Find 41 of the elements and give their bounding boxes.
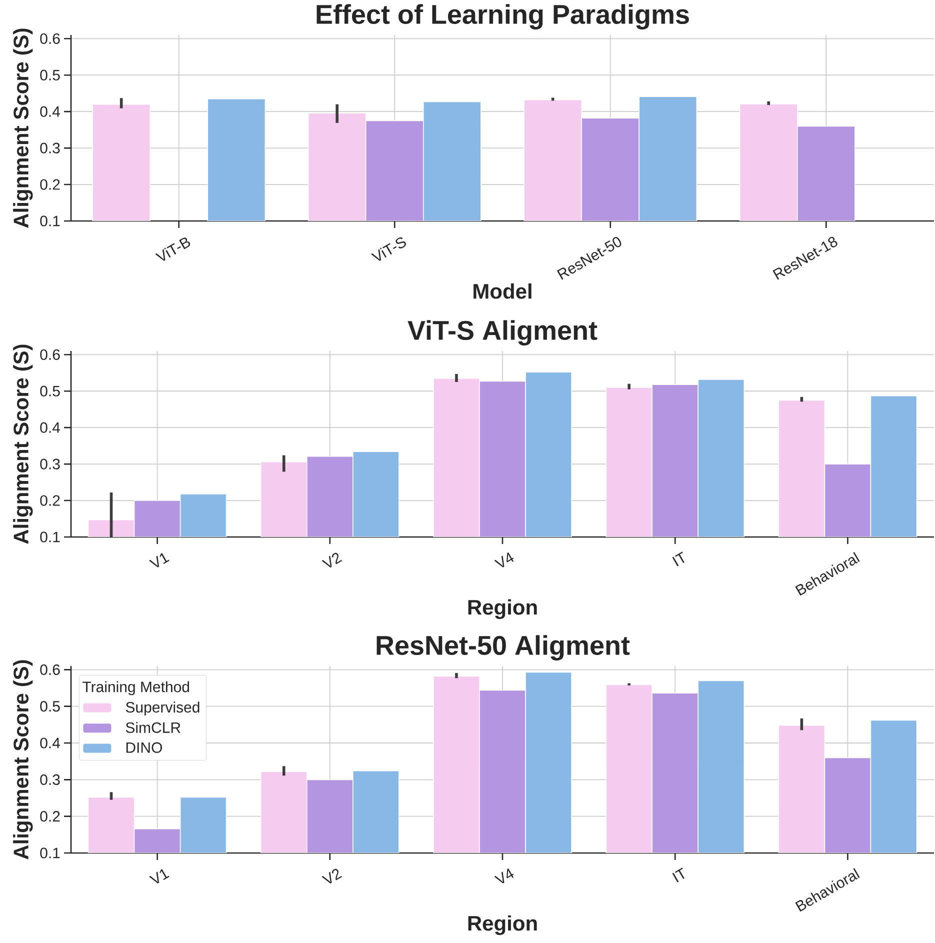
y-tick-label: 0.1 bbox=[40, 848, 60, 858]
legend-title: Training Method bbox=[82, 681, 190, 696]
y-tick-label: 0.2 bbox=[40, 179, 60, 190]
y-tick-label: 0.4 bbox=[40, 106, 60, 117]
x-tick-label: V4 bbox=[494, 868, 514, 884]
y-tick-label: 0.5 bbox=[40, 70, 60, 80]
y-tick-label: 0.5 bbox=[40, 386, 60, 396]
y-axis-title: Alignment Score (S) bbox=[13, 660, 33, 860]
x-tick-label: IT bbox=[672, 868, 684, 882]
y-tick-label: 0.3 bbox=[40, 458, 60, 470]
x-tick-label: V1 bbox=[148, 553, 170, 568]
x-tick-label: ViT-B bbox=[155, 238, 190, 261]
x-tick-label: V1 bbox=[148, 869, 170, 884]
legend-label: SimCLR bbox=[126, 722, 180, 733]
y-tick-label: 0.5 bbox=[40, 701, 60, 712]
y-tick-label: 0.2 bbox=[40, 495, 60, 506]
x-axis-title: Region bbox=[468, 915, 537, 935]
y-tick-label: 0.1 bbox=[40, 532, 60, 542]
legend-label: Supervised bbox=[126, 702, 200, 716]
y-tick-label: 0.4 bbox=[40, 422, 60, 433]
y-tick-label: 0.4 bbox=[40, 738, 60, 748]
y-tick-label: 0.6 bbox=[40, 349, 60, 360]
x-axis-title: Model bbox=[474, 283, 532, 299]
chart-title: Effect of Learning Paradigms bbox=[316, 4, 689, 30]
legend-label: DINO bbox=[126, 742, 162, 753]
x-tick-label: V2 bbox=[322, 552, 342, 568]
chart-title: ViT-S Aligment bbox=[408, 320, 598, 346]
y-tick-label: 0.3 bbox=[40, 774, 60, 785]
x-tick-label: IT bbox=[672, 552, 684, 566]
x-tick-label: ViT-S bbox=[370, 237, 406, 261]
y-tick-label: 0.1 bbox=[40, 216, 60, 226]
y-tick-label: 0.6 bbox=[40, 33, 60, 44]
y-tick-label: 0.3 bbox=[40, 142, 60, 154]
y-tick-label: 0.6 bbox=[40, 664, 60, 675]
chart-title: ResNet-50 Aligment bbox=[376, 635, 630, 660]
x-tick-label: V4 bbox=[494, 552, 514, 568]
y-axis-title: Alignment Score (S) bbox=[13, 28, 33, 228]
y-axis-title: Alignment Score (S) bbox=[13, 344, 33, 544]
y-tick-label: 0.2 bbox=[40, 811, 60, 822]
x-tick-label: V2 bbox=[322, 868, 342, 884]
x-axis-title: Region bbox=[468, 599, 537, 619]
